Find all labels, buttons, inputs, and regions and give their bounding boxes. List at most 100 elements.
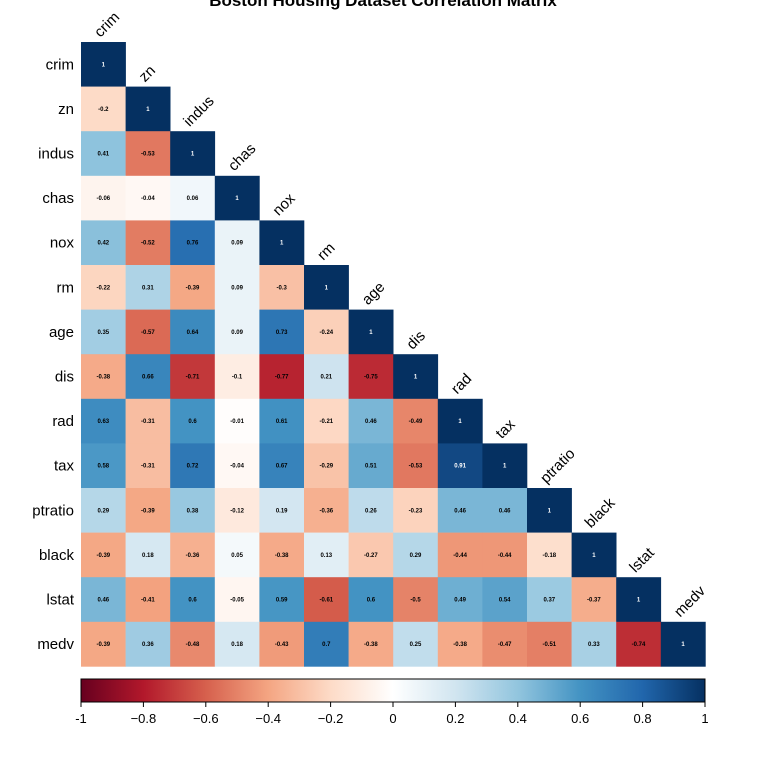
cell-value-label: -0.04 bbox=[141, 196, 155, 202]
cell-value-label: 0.31 bbox=[142, 285, 154, 291]
heatmap-cell-tax-zn bbox=[125, 443, 171, 489]
heatmap-cell-chas-crim bbox=[81, 175, 126, 221]
colorbar-tick-label: −0.8 bbox=[131, 711, 157, 726]
cell-value-label: 1 bbox=[235, 196, 239, 202]
heatmap-cell-ptratio-tax bbox=[482, 488, 528, 533]
heatmap-cell-black-indus bbox=[170, 532, 216, 578]
cell-value-label: 0.76 bbox=[187, 241, 199, 247]
heatmap-cell-nox-nox bbox=[259, 220, 305, 266]
heatmap-cell-lstat-nox bbox=[259, 577, 305, 623]
cell-value-label: 0.42 bbox=[97, 241, 109, 247]
cell-value-label: 1 bbox=[681, 642, 685, 648]
heatmap-cell-ptratio-zn bbox=[125, 488, 171, 533]
heatmap-cell-dis-rm bbox=[304, 354, 349, 400]
row-label-lstat: lstat bbox=[46, 592, 74, 609]
colorbar-tick-label: 0.6 bbox=[571, 711, 589, 726]
cell-value-label: 1 bbox=[414, 375, 418, 381]
cell-value-label: 0.51 bbox=[365, 464, 377, 470]
heatmap-cell-age-nox bbox=[259, 309, 305, 355]
colorbar-tick-label: −0.4 bbox=[255, 711, 281, 726]
cell-value-label: 0.46 bbox=[97, 598, 109, 604]
cell-value-label: 0.73 bbox=[276, 330, 288, 336]
heatmap-cell-ptratio-ptratio bbox=[527, 488, 572, 533]
cell-value-label: -0.38 bbox=[364, 642, 378, 648]
heatmap-cell-medv-zn bbox=[125, 621, 171, 667]
cell-value-label: -0.1 bbox=[232, 375, 243, 381]
heatmap-cell-black-black bbox=[571, 532, 617, 578]
cell-value-label: 1 bbox=[102, 62, 106, 68]
heatmap-cell-lstat-black bbox=[571, 577, 617, 623]
cell-value-label: -0.38 bbox=[453, 642, 467, 648]
heatmap-cell-rm-indus bbox=[170, 265, 216, 310]
heatmap-cells: 1-0.2 10.41 -0.53 1-0.06 -0.04 0.06 10.42 -0.52… bbox=[81, 42, 706, 667]
cell-value-label: -0.01 bbox=[230, 419, 244, 425]
row-label-medv: medv bbox=[37, 636, 74, 653]
cell-value-label: -0.05 bbox=[230, 598, 244, 604]
heatmap-cell-tax-indus bbox=[170, 443, 216, 489]
heatmap-cell-dis-age bbox=[348, 354, 394, 400]
heatmap-cell-lstat-age bbox=[348, 577, 394, 623]
heatmap-cell-age-crim bbox=[81, 309, 126, 355]
cell-value-label: 0.18 bbox=[142, 553, 154, 559]
heatmap-cell-ptratio-indus bbox=[170, 488, 216, 533]
heatmap-cell-rm-nox bbox=[259, 265, 305, 310]
cell-value-label: -0.31 bbox=[141, 464, 155, 470]
row-label-crim: crim bbox=[46, 56, 74, 73]
cell-value-label: 1 bbox=[503, 464, 507, 470]
cell-value-label: 0.38 bbox=[187, 508, 199, 514]
row-label-tax: tax bbox=[54, 458, 75, 475]
heatmap-cell-black-chas bbox=[214, 532, 260, 578]
heatmap-cell-age-zn bbox=[125, 309, 171, 355]
heatmap-cell-rad-nox bbox=[259, 398, 305, 444]
cell-value-label: -0.31 bbox=[141, 419, 155, 425]
heatmap-cell-chas-indus bbox=[170, 175, 216, 221]
heatmap-cell-black-zn bbox=[125, 532, 171, 578]
cell-value-label: -0.18 bbox=[542, 553, 556, 559]
row-label-rm: rm bbox=[57, 279, 75, 296]
heatmap-cell-tax-rad bbox=[437, 443, 483, 489]
heatmap-cell-chas-zn bbox=[125, 175, 171, 221]
heatmap-cell-tax-rm bbox=[304, 443, 349, 489]
heatmap-cell-lstat-dis bbox=[393, 577, 439, 623]
cell-value-label: -0.39 bbox=[96, 553, 110, 559]
heatmap-cell-ptratio-rad bbox=[437, 488, 483, 533]
heatmap-cell-medv-age bbox=[348, 621, 394, 667]
cell-value-label: 0.29 bbox=[410, 553, 422, 559]
cell-value-label: -0.12 bbox=[230, 508, 244, 514]
column-label-ptratio: ptratio bbox=[537, 445, 579, 487]
column-label-tax: tax bbox=[493, 416, 520, 443]
cell-value-label: 0.09 bbox=[231, 330, 243, 336]
heatmap-cell-black-tax bbox=[482, 532, 528, 578]
heatmap-cell-zn-crim bbox=[81, 86, 126, 132]
heatmap-cell-lstat-rm bbox=[304, 577, 349, 623]
colorbar-tick-label: -1 bbox=[75, 711, 87, 726]
heatmap-cell-medv-rad bbox=[437, 621, 483, 667]
cell-value-label: -0.75 bbox=[364, 375, 378, 381]
heatmap-cell-medv-tax bbox=[482, 621, 528, 667]
row-label-ptratio: ptratio bbox=[32, 502, 74, 519]
heatmap-cell-age-chas bbox=[214, 309, 260, 355]
colorbar-tick-label: 0.2 bbox=[446, 711, 464, 726]
cell-value-label: 0.59 bbox=[276, 598, 288, 604]
cell-value-label: 0.05 bbox=[231, 553, 243, 559]
heatmap-cell-medv-ptratio bbox=[527, 621, 572, 667]
heatmap-cell-dis-dis bbox=[393, 354, 439, 400]
heatmap-cell-nox-indus bbox=[170, 220, 216, 266]
heatmap-cell-nox-crim bbox=[81, 220, 126, 266]
cell-value-label: -0.71 bbox=[186, 375, 200, 381]
cell-value-label: -0.38 bbox=[96, 375, 110, 381]
row-label-nox: nox bbox=[50, 235, 75, 252]
colorbar-tick-label: 0.8 bbox=[634, 711, 652, 726]
cell-value-label: -0.36 bbox=[319, 508, 333, 514]
cell-value-label: 0.67 bbox=[276, 464, 288, 470]
cell-value-label: 0.91 bbox=[454, 464, 466, 470]
cell-value-label: 0.58 bbox=[97, 464, 109, 470]
cell-value-label: -0.24 bbox=[319, 330, 333, 336]
cell-value-label: -0.04 bbox=[230, 464, 244, 470]
cell-value-label: 1 bbox=[637, 598, 641, 604]
heatmap-cell-medv-medv bbox=[660, 621, 706, 667]
column-label-dis: dis bbox=[403, 327, 429, 353]
heatmap-cell-rad-chas bbox=[214, 398, 260, 444]
cell-value-label: -0.52 bbox=[141, 241, 155, 247]
heatmap-cell-lstat-crim bbox=[81, 577, 126, 623]
